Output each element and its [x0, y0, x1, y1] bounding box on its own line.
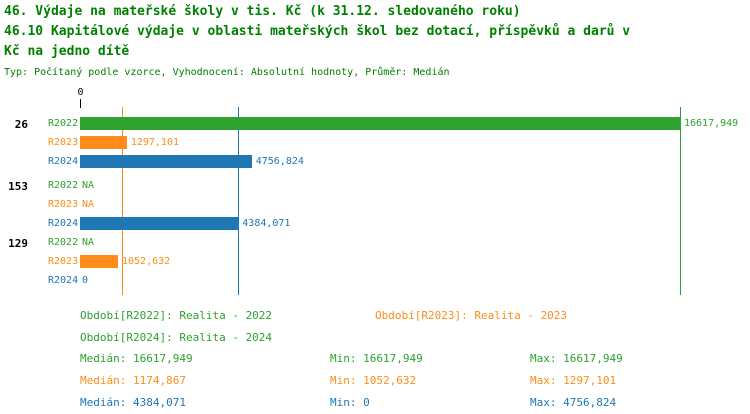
bar-value-26-r2024: 4756,824	[255, 156, 304, 167]
axis-zero-tick	[80, 99, 81, 108]
bar-26-r2023	[80, 136, 127, 149]
series-label-r2022: R2022	[48, 237, 79, 248]
axis-zero-label: 0	[77, 87, 84, 98]
bar-26-r2024	[80, 155, 252, 168]
report-title: 46. Výdaje na mateřské školy v tis. Kč (…	[4, 4, 521, 19]
bar-value-153-r2024: 4384,071	[242, 218, 291, 229]
indicator-title-line1: 46.10 Kapitálové výdaje v oblasti mateřs…	[4, 24, 631, 39]
series-label-r2024: R2024	[48, 275, 79, 286]
group-label-26: 26	[14, 118, 28, 131]
legend-item-r2022: Období[R2022]: Realita - 2022	[80, 309, 273, 322]
stat-median-r2024: Medián: 4384,071	[80, 396, 186, 409]
legend-item-r2023: Období[R2023]: Realita - 2023	[375, 309, 568, 322]
series-label-r2024: R2024	[48, 156, 79, 167]
stat-max-r2022: Max: 16617,949	[530, 352, 623, 365]
bar-value-153-r2023: NA	[82, 199, 95, 210]
group-label-129: 129	[8, 237, 28, 250]
bar-value-129-r2022: NA	[82, 237, 95, 248]
median-line-r2023	[122, 107, 124, 295]
series-label-r2023: R2023	[48, 199, 79, 210]
series-label-r2023: R2023	[48, 256, 79, 267]
bar-129-r2023	[80, 255, 118, 268]
bar-value-26-r2022: 16617,949	[684, 118, 739, 129]
stat-min-r2024: Min: 0	[330, 396, 370, 409]
stat-max-r2024: Max: 4756,824	[530, 396, 617, 409]
group-label-153: 153	[8, 180, 28, 193]
bar-value-153-r2022: NA	[82, 180, 95, 191]
indicator-title-line2: Kč na jedno dítě	[4, 44, 130, 59]
bar-value-26-r2023: 1297,101	[130, 137, 179, 148]
series-label-r2022: R2022	[48, 118, 79, 129]
stat-median-r2022: Medián: 16617,949	[80, 352, 193, 365]
stat-median-r2023: Medián: 1174,867	[80, 374, 186, 387]
series-label-r2023: R2023	[48, 137, 79, 148]
stat-min-r2022: Min: 16617,949	[330, 352, 423, 365]
median-line-r2022	[680, 107, 681, 295]
bar-value-129-r2024: 0	[82, 275, 89, 286]
stat-min-r2023: Min: 1052,632	[330, 374, 417, 387]
bar-value-129-r2023: 1052,632	[122, 256, 171, 267]
bar-26-r2022	[80, 117, 680, 130]
series-label-r2022: R2022	[48, 180, 79, 191]
legend-item-r2024: Období[R2024]: Realita - 2024	[80, 331, 273, 344]
bar-153-r2024	[80, 217, 239, 230]
report-meta: Typ: Počítaný podle vzorce, Vyhodnocení:…	[4, 67, 450, 78]
series-label-r2024: R2024	[48, 218, 79, 229]
stat-max-r2023: Max: 1297,101	[530, 374, 617, 387]
median-line-r2024	[238, 107, 240, 295]
